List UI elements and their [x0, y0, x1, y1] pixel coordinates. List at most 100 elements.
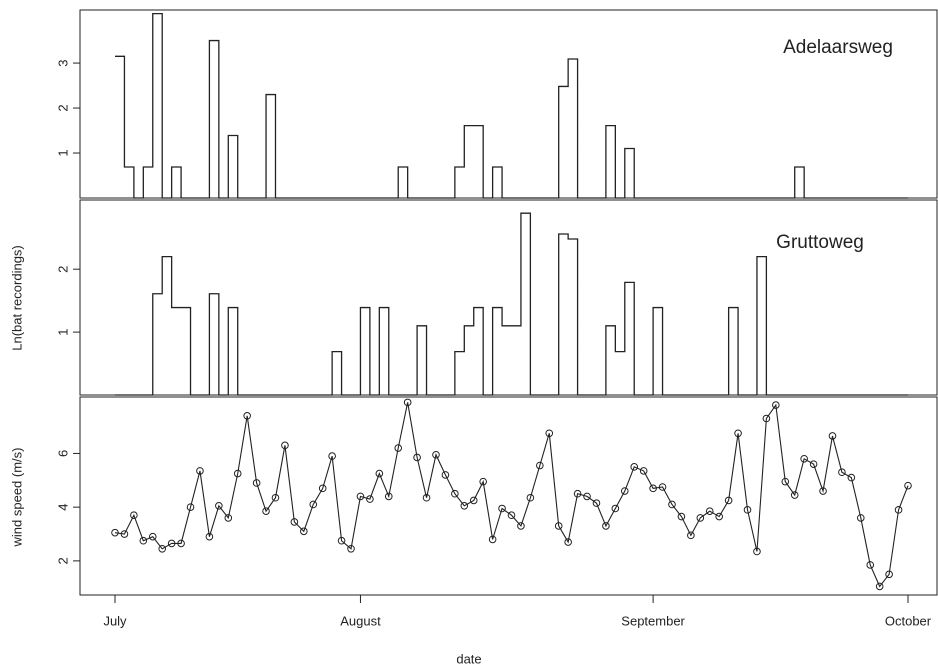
data-point	[196, 467, 204, 475]
data-point	[375, 469, 384, 478]
data-point	[800, 454, 808, 463]
data-point	[724, 496, 733, 505]
data-point	[252, 479, 261, 487]
y-tick-label: 6	[55, 450, 70, 457]
data-point	[668, 500, 676, 509]
data-point	[819, 487, 827, 495]
data-point	[111, 528, 119, 537]
data-point	[271, 493, 280, 502]
panel-frame	[79, 199, 938, 396]
data-point	[309, 500, 318, 509]
data-point	[696, 514, 705, 522]
data-point	[262, 507, 270, 515]
data-point	[432, 450, 440, 459]
y-tick-label: 2	[55, 266, 70, 273]
step-line	[115, 12, 908, 199]
data-point	[762, 414, 771, 423]
y-axis-label: wind speed (m/s)	[9, 448, 24, 548]
data-point	[809, 460, 818, 468]
data-point	[649, 484, 657, 493]
data-point	[186, 503, 195, 511]
data-point	[885, 570, 893, 579]
wind-line	[114, 402, 909, 588]
data-point	[687, 531, 695, 540]
data-point	[545, 429, 554, 438]
data-point	[158, 544, 167, 553]
data-point	[875, 582, 884, 591]
y-tick-label: 4	[55, 504, 70, 511]
data-point	[602, 522, 610, 530]
data-point	[451, 489, 459, 498]
data-point	[422, 493, 431, 502]
data-point	[734, 429, 742, 438]
data-point	[215, 502, 223, 510]
data-point	[866, 561, 875, 569]
data-point	[167, 539, 176, 548]
data-point	[517, 522, 525, 530]
data-point	[743, 506, 752, 514]
data-point	[554, 522, 563, 530]
data-point	[838, 468, 846, 477]
data-point	[130, 511, 138, 520]
data-point	[139, 536, 148, 545]
data-point	[205, 532, 214, 541]
data-point	[583, 492, 591, 501]
data-point	[413, 453, 421, 462]
data-point	[790, 491, 799, 499]
y-tick-label: 2	[55, 104, 70, 111]
data-point	[403, 398, 412, 407]
data-point	[630, 463, 639, 471]
data-point	[394, 444, 403, 452]
data-point	[677, 512, 686, 521]
y-tick-label: 2	[55, 557, 70, 564]
x-axis-label: date	[456, 651, 481, 666]
data-point	[847, 473, 856, 482]
data-point	[233, 469, 242, 478]
data-point	[300, 527, 308, 536]
y-axis-label: Ln(bat recordings)	[9, 245, 24, 351]
x-tick-label: October	[885, 613, 932, 628]
data-point	[894, 506, 903, 514]
data-point	[658, 483, 667, 491]
data-point	[347, 544, 355, 553]
data-point	[328, 452, 336, 460]
data-point	[705, 507, 714, 515]
panel-frame	[79, 396, 938, 596]
data-point	[488, 535, 497, 544]
data-point	[498, 504, 506, 513]
data-point	[507, 511, 516, 520]
data-point	[526, 493, 535, 502]
data-point	[177, 539, 185, 548]
x-tick-label: September	[621, 613, 685, 628]
data-point	[715, 512, 723, 521]
y-tick-label: 1	[55, 149, 70, 156]
data-point	[290, 518, 299, 526]
panel-annotation: Gruttoweg	[776, 232, 864, 253]
data-point	[318, 484, 327, 493]
data-point	[536, 461, 544, 470]
data-point	[753, 547, 761, 556]
data-point	[772, 401, 780, 409]
data-point	[479, 477, 487, 486]
data-point	[639, 467, 648, 475]
data-point	[620, 487, 629, 495]
data-point	[243, 412, 251, 420]
data-point	[356, 492, 365, 501]
data-point	[592, 499, 601, 507]
x-tick-label: August	[340, 613, 381, 628]
y-tick-label: 3	[55, 59, 70, 66]
data-point	[366, 495, 374, 503]
data-point	[460, 502, 469, 510]
panel-annotation: Adelaarsweg	[783, 37, 893, 58]
data-point	[281, 441, 289, 450]
data-point	[611, 504, 620, 513]
data-point	[573, 489, 582, 498]
data-point	[120, 530, 129, 538]
data-point	[564, 538, 572, 546]
data-point	[904, 481, 912, 490]
data-point	[469, 496, 478, 505]
data-point	[337, 536, 346, 545]
data-point	[224, 514, 233, 522]
data-point	[148, 532, 157, 541]
